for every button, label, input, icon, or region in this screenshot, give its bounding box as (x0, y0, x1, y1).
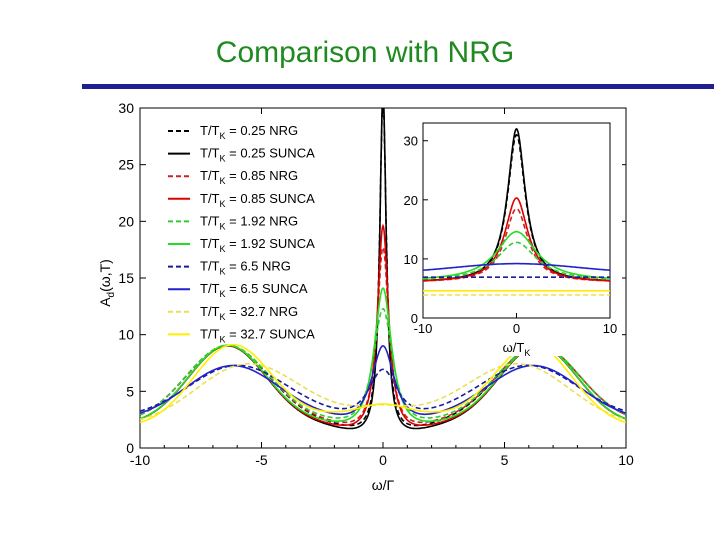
inset-series-line-4 (423, 241, 610, 280)
legend-label-0: T/TK = 0.25 NRG (200, 123, 298, 141)
series-line-8 (140, 362, 626, 421)
inset-y-tick-label: 20 (404, 193, 418, 208)
legend-label-8: T/TK = 32.7 NRG (200, 304, 298, 322)
inset-x-tick-label: -10 (414, 321, 433, 336)
y-tick-label: 20 (118, 213, 134, 229)
x-tick-label: 0 (379, 452, 387, 468)
main-plot-area: -10 -5 0 5 10 0 5 10 15 20 25 30 ω/Γ Ad(ω,T) (97, 100, 634, 493)
x-axis-label: ω/Γ (372, 477, 395, 493)
inset-x-tick-label: 0 (513, 321, 520, 336)
legend-label-5: T/TK = 1.92 SUNCA (200, 236, 315, 254)
legend-label-2: T/TK = 0.85 NRG (200, 168, 298, 186)
title-divider (82, 84, 714, 89)
inset-y-tick-label: 30 (404, 134, 418, 149)
legend-box (164, 120, 340, 344)
y-axis-label: Ad(ω,T) (97, 259, 117, 307)
x-tick-label: -5 (255, 452, 268, 468)
legend-label-1: T/TK = 0.25 SUNCA (200, 146, 315, 164)
slide-title: Comparison with NRG (215, 36, 515, 69)
inset-series-line-5 (423, 230, 610, 279)
x-tick-label: -10 (130, 452, 150, 468)
legend-label-4: T/TK = 1.92 NRG (200, 213, 298, 231)
series-line-9 (140, 343, 626, 424)
y-tick-label: 0 (126, 440, 134, 456)
inset-background (400, 116, 622, 356)
inset-series-line-7 (423, 262, 610, 271)
y-tick-label: 15 (118, 270, 134, 286)
inset-x-tick-label: 10 (603, 321, 617, 336)
legend-label-9: T/TK = 32.7 SUNCA (200, 326, 315, 344)
x-tick-label: 10 (618, 452, 634, 468)
series-line-6 (140, 364, 626, 412)
legend-label-6: T/TK = 6.5 NRG (200, 259, 291, 277)
legend-label-7: T/TK = 6.5 SUNCA (200, 281, 308, 299)
inset-series-line-3 (423, 197, 610, 282)
y-tick-label: 25 (118, 157, 134, 173)
y-tick-label: 5 (126, 383, 134, 399)
inset-x-axis-label: ω/TK (503, 340, 531, 358)
inset-y-tick-label: 0 (411, 311, 418, 326)
x-tick-label: 5 (501, 452, 509, 468)
inset-y-tick-label: 10 (404, 252, 418, 267)
legend: T/TK = 0.25 NRG T/TK = 0.25 SUNCA T/TK = 0… (164, 120, 340, 344)
inset-series-line-0 (423, 133, 610, 282)
y-tick-label: 30 (118, 100, 134, 116)
legend-label-3: T/TK = 0.85 SUNCA (200, 191, 315, 209)
series-line-7 (140, 345, 626, 416)
y-tick-label: 10 (118, 327, 134, 343)
